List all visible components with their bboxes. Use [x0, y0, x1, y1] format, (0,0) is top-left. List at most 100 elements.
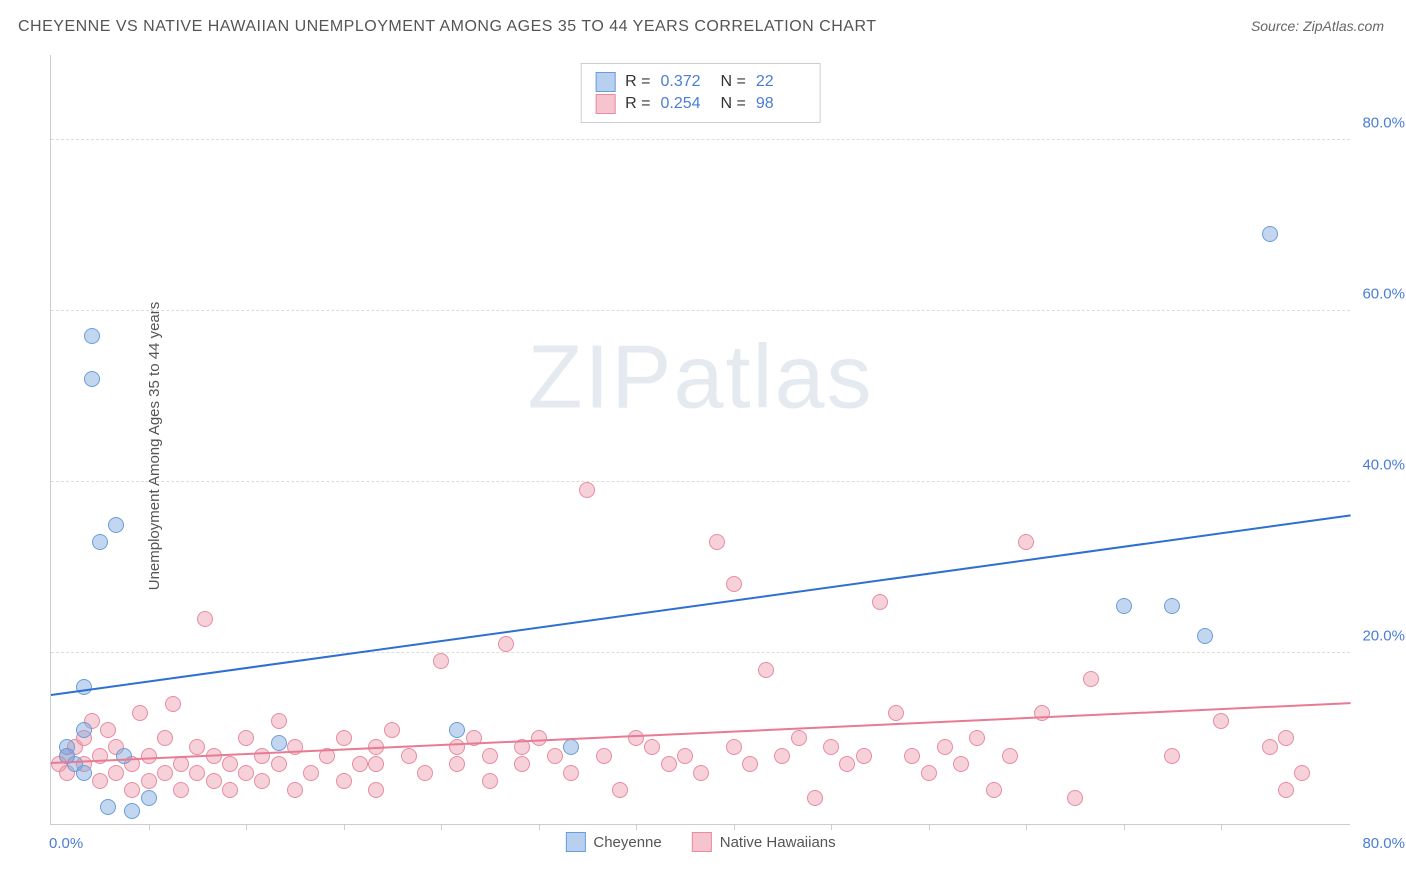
data-point-hawaiians	[1278, 782, 1294, 798]
data-point-hawaiians	[514, 756, 530, 772]
data-point-hawaiians	[141, 773, 157, 789]
data-point-hawaiians	[661, 756, 677, 772]
data-point-hawaiians	[141, 748, 157, 764]
data-point-hawaiians	[271, 756, 287, 772]
data-point-hawaiians	[482, 748, 498, 764]
data-point-hawaiians	[222, 782, 238, 798]
data-point-hawaiians	[758, 662, 774, 678]
data-point-hawaiians	[157, 730, 173, 746]
data-point-cheyenne	[76, 765, 92, 781]
n-value: 98	[756, 95, 806, 113]
data-point-hawaiians	[1018, 534, 1034, 550]
data-point-cheyenne	[100, 799, 116, 815]
data-point-hawaiians	[563, 765, 579, 781]
data-point-hawaiians	[303, 765, 319, 781]
n-value: 22	[756, 73, 806, 91]
data-point-hawaiians	[1164, 748, 1180, 764]
y-tick-label: 20.0%	[1362, 627, 1405, 644]
x-tick-mark	[1026, 824, 1027, 830]
data-point-hawaiians	[173, 756, 189, 772]
data-point-cheyenne	[449, 722, 465, 738]
r-value: 0.254	[661, 95, 711, 113]
data-point-hawaiians	[1278, 730, 1294, 746]
data-point-hawaiians	[222, 756, 238, 772]
data-point-hawaiians	[92, 773, 108, 789]
data-point-hawaiians	[726, 576, 742, 592]
chart-title: CHEYENNE VS NATIVE HAWAIIAN UNEMPLOYMENT…	[18, 18, 877, 36]
y-tick-label: 60.0%	[1362, 285, 1405, 302]
data-point-hawaiians	[1067, 790, 1083, 806]
data-point-hawaiians	[726, 739, 742, 755]
x-tick-mark	[344, 824, 345, 830]
data-point-hawaiians	[677, 748, 693, 764]
data-point-cheyenne	[116, 748, 132, 764]
data-point-hawaiians	[449, 739, 465, 755]
grid-line-h	[51, 139, 1350, 140]
data-point-cheyenne	[84, 328, 100, 344]
data-point-hawaiians	[774, 748, 790, 764]
data-point-cheyenne	[141, 790, 157, 806]
data-point-cheyenne	[108, 517, 124, 533]
data-point-hawaiians	[969, 730, 985, 746]
data-point-hawaiians	[1294, 765, 1310, 781]
data-point-cheyenne	[84, 371, 100, 387]
x-tick-label: 0.0%	[49, 835, 83, 852]
data-point-hawaiians	[1002, 748, 1018, 764]
n-label: N =	[721, 73, 746, 91]
data-point-hawaiians	[628, 730, 644, 746]
data-point-cheyenne	[1197, 628, 1213, 644]
trend-line-cheyenne	[51, 514, 1351, 696]
data-point-hawaiians	[368, 782, 384, 798]
data-point-hawaiians	[336, 773, 352, 789]
data-point-hawaiians	[238, 730, 254, 746]
data-point-hawaiians	[287, 782, 303, 798]
data-point-hawaiians	[384, 722, 400, 738]
data-point-hawaiians	[254, 773, 270, 789]
data-point-hawaiians	[498, 636, 514, 652]
r-value: 0.372	[661, 73, 711, 91]
data-point-hawaiians	[124, 782, 140, 798]
x-tick-mark	[636, 824, 637, 830]
data-point-hawaiians	[417, 765, 433, 781]
data-point-hawaiians	[482, 773, 498, 789]
data-point-cheyenne	[1116, 598, 1132, 614]
grid-line-h	[51, 652, 1350, 653]
data-point-cheyenne	[92, 534, 108, 550]
data-point-hawaiians	[132, 705, 148, 721]
data-point-hawaiians	[1262, 739, 1278, 755]
data-point-hawaiians	[709, 534, 725, 550]
x-tick-mark	[539, 824, 540, 830]
watermark-zip: ZIP	[527, 327, 673, 427]
data-point-cheyenne	[271, 735, 287, 751]
legend-label-cheyenne: Cheyenne	[593, 834, 661, 851]
data-point-cheyenne	[1164, 598, 1180, 614]
series-legend: Cheyenne Native Hawaiians	[565, 832, 835, 852]
data-point-hawaiians	[206, 773, 222, 789]
data-point-hawaiians	[791, 730, 807, 746]
data-point-hawaiians	[1083, 671, 1099, 687]
n-label: N =	[721, 95, 746, 113]
data-point-hawaiians	[888, 705, 904, 721]
data-point-hawaiians	[807, 790, 823, 806]
r-label: R =	[625, 73, 650, 91]
data-point-hawaiians	[856, 748, 872, 764]
data-point-hawaiians	[449, 756, 465, 772]
data-point-hawaiians	[254, 748, 270, 764]
r-label: R =	[625, 95, 650, 113]
legend-item-cheyenne: Cheyenne	[565, 832, 661, 852]
data-point-hawaiians	[108, 765, 124, 781]
grid-line-h	[51, 310, 1350, 311]
data-point-cheyenne	[1262, 226, 1278, 242]
x-tick-mark	[246, 824, 247, 830]
watermark-atlas: atlas	[673, 327, 873, 427]
legend-swatch-cheyenne	[565, 832, 585, 852]
x-tick-mark	[1221, 824, 1222, 830]
watermark: ZIPatlas	[527, 326, 873, 429]
data-point-hawaiians	[547, 748, 563, 764]
x-tick-mark	[149, 824, 150, 830]
data-point-hawaiians	[644, 739, 660, 755]
data-point-hawaiians	[368, 756, 384, 772]
data-point-hawaiians	[937, 739, 953, 755]
data-point-hawaiians	[238, 765, 254, 781]
data-point-hawaiians	[100, 722, 116, 738]
